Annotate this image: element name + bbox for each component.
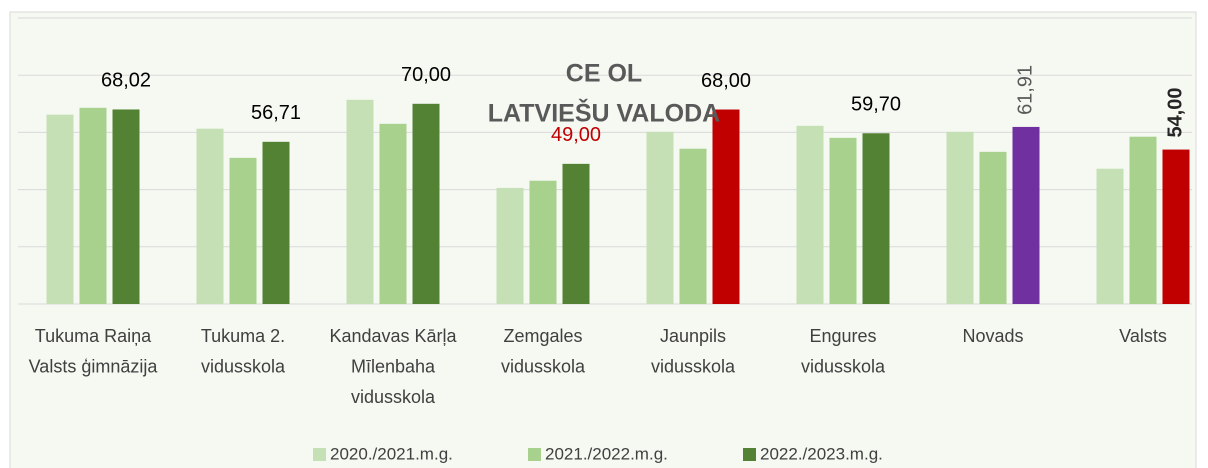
bar	[1096, 168, 1124, 304]
bar	[529, 180, 557, 304]
bar	[679, 148, 707, 304]
x-tick-label: Zemgales vidusskola	[501, 326, 586, 377]
data-label: 68,00	[701, 70, 751, 92]
x-tick-label-line: vidusskola	[201, 356, 286, 376]
data-label: 56,71	[251, 102, 301, 124]
x-tick-label: Tukuma Raiņa Valsts ģimnāzija	[29, 326, 159, 377]
x-tick-label-line: Jaunpils	[660, 326, 726, 346]
x-tick-label-line: vidusskola	[801, 356, 886, 376]
legend-swatch	[528, 448, 541, 461]
bar	[412, 103, 440, 304]
bar	[496, 187, 524, 304]
x-tick-label-line: Tukuma 2.	[201, 326, 285, 346]
bar	[946, 131, 974, 304]
bar	[229, 157, 257, 304]
chart-subtitle: LATVIEŠU VALODA	[488, 98, 720, 128]
x-tick-label-line: vidusskola	[651, 356, 736, 376]
bar	[346, 99, 374, 305]
x-tick-label-line: Mīlenbaha	[351, 356, 436, 376]
data-label: 59,70	[851, 94, 901, 116]
data-label: 54,00	[1164, 87, 1186, 137]
x-tick-label: Novads	[962, 326, 1023, 346]
bar	[46, 114, 74, 304]
x-tick-label-line: Novads	[962, 326, 1023, 346]
bar	[1012, 126, 1040, 304]
bar	[979, 151, 1007, 304]
x-tick-label: Jaunpils vidusskola	[651, 326, 736, 377]
legend-swatch	[313, 448, 326, 461]
bar	[712, 109, 740, 305]
chart-title: CE OL	[566, 60, 642, 88]
bar	[262, 141, 290, 304]
data-label: 61,91	[1014, 65, 1036, 115]
data-label: 49,00	[551, 124, 601, 146]
bar	[862, 133, 890, 304]
x-tick-label-line: vidusskola	[351, 387, 436, 407]
bar	[829, 137, 857, 304]
bar	[379, 123, 407, 304]
x-tick-label: Valsts	[1119, 326, 1167, 346]
x-tick-label: Tukuma 2. vidusskola	[201, 326, 286, 377]
bar	[112, 109, 140, 304]
x-tick-label-line: Valsts ģimnāzija	[29, 356, 159, 376]
x-tick-label: Kandavas Kārļa Mīlenbaha vidusskola	[329, 326, 457, 407]
x-tick-label-line: Zemgales	[503, 326, 582, 346]
x-tick-label-line: vidusskola	[501, 356, 586, 376]
data-label: 70,00	[401, 64, 451, 86]
x-tick-label-line: Kandavas Kārļa	[329, 326, 457, 346]
bar	[1162, 149, 1190, 304]
bar	[646, 131, 674, 304]
x-tick-label-line: Engures	[809, 326, 876, 346]
bar	[196, 128, 224, 304]
bar	[796, 125, 824, 305]
bar	[562, 163, 590, 304]
legend-swatch	[743, 448, 756, 461]
legend-label: 2020./2021.m.g.	[330, 444, 453, 463]
bar	[79, 107, 107, 304]
data-label: 68,02	[101, 70, 151, 92]
x-tick-label: Engures vidusskola	[801, 326, 886, 377]
legend-label: 2021./2022.m.g.	[545, 444, 668, 463]
legend-label: 2022./2023.m.g.	[760, 444, 883, 463]
x-tick-label-line: Valsts	[1119, 326, 1167, 346]
bar	[1129, 136, 1157, 304]
x-tick-label-line: Tukuma Raiņa	[35, 326, 152, 346]
